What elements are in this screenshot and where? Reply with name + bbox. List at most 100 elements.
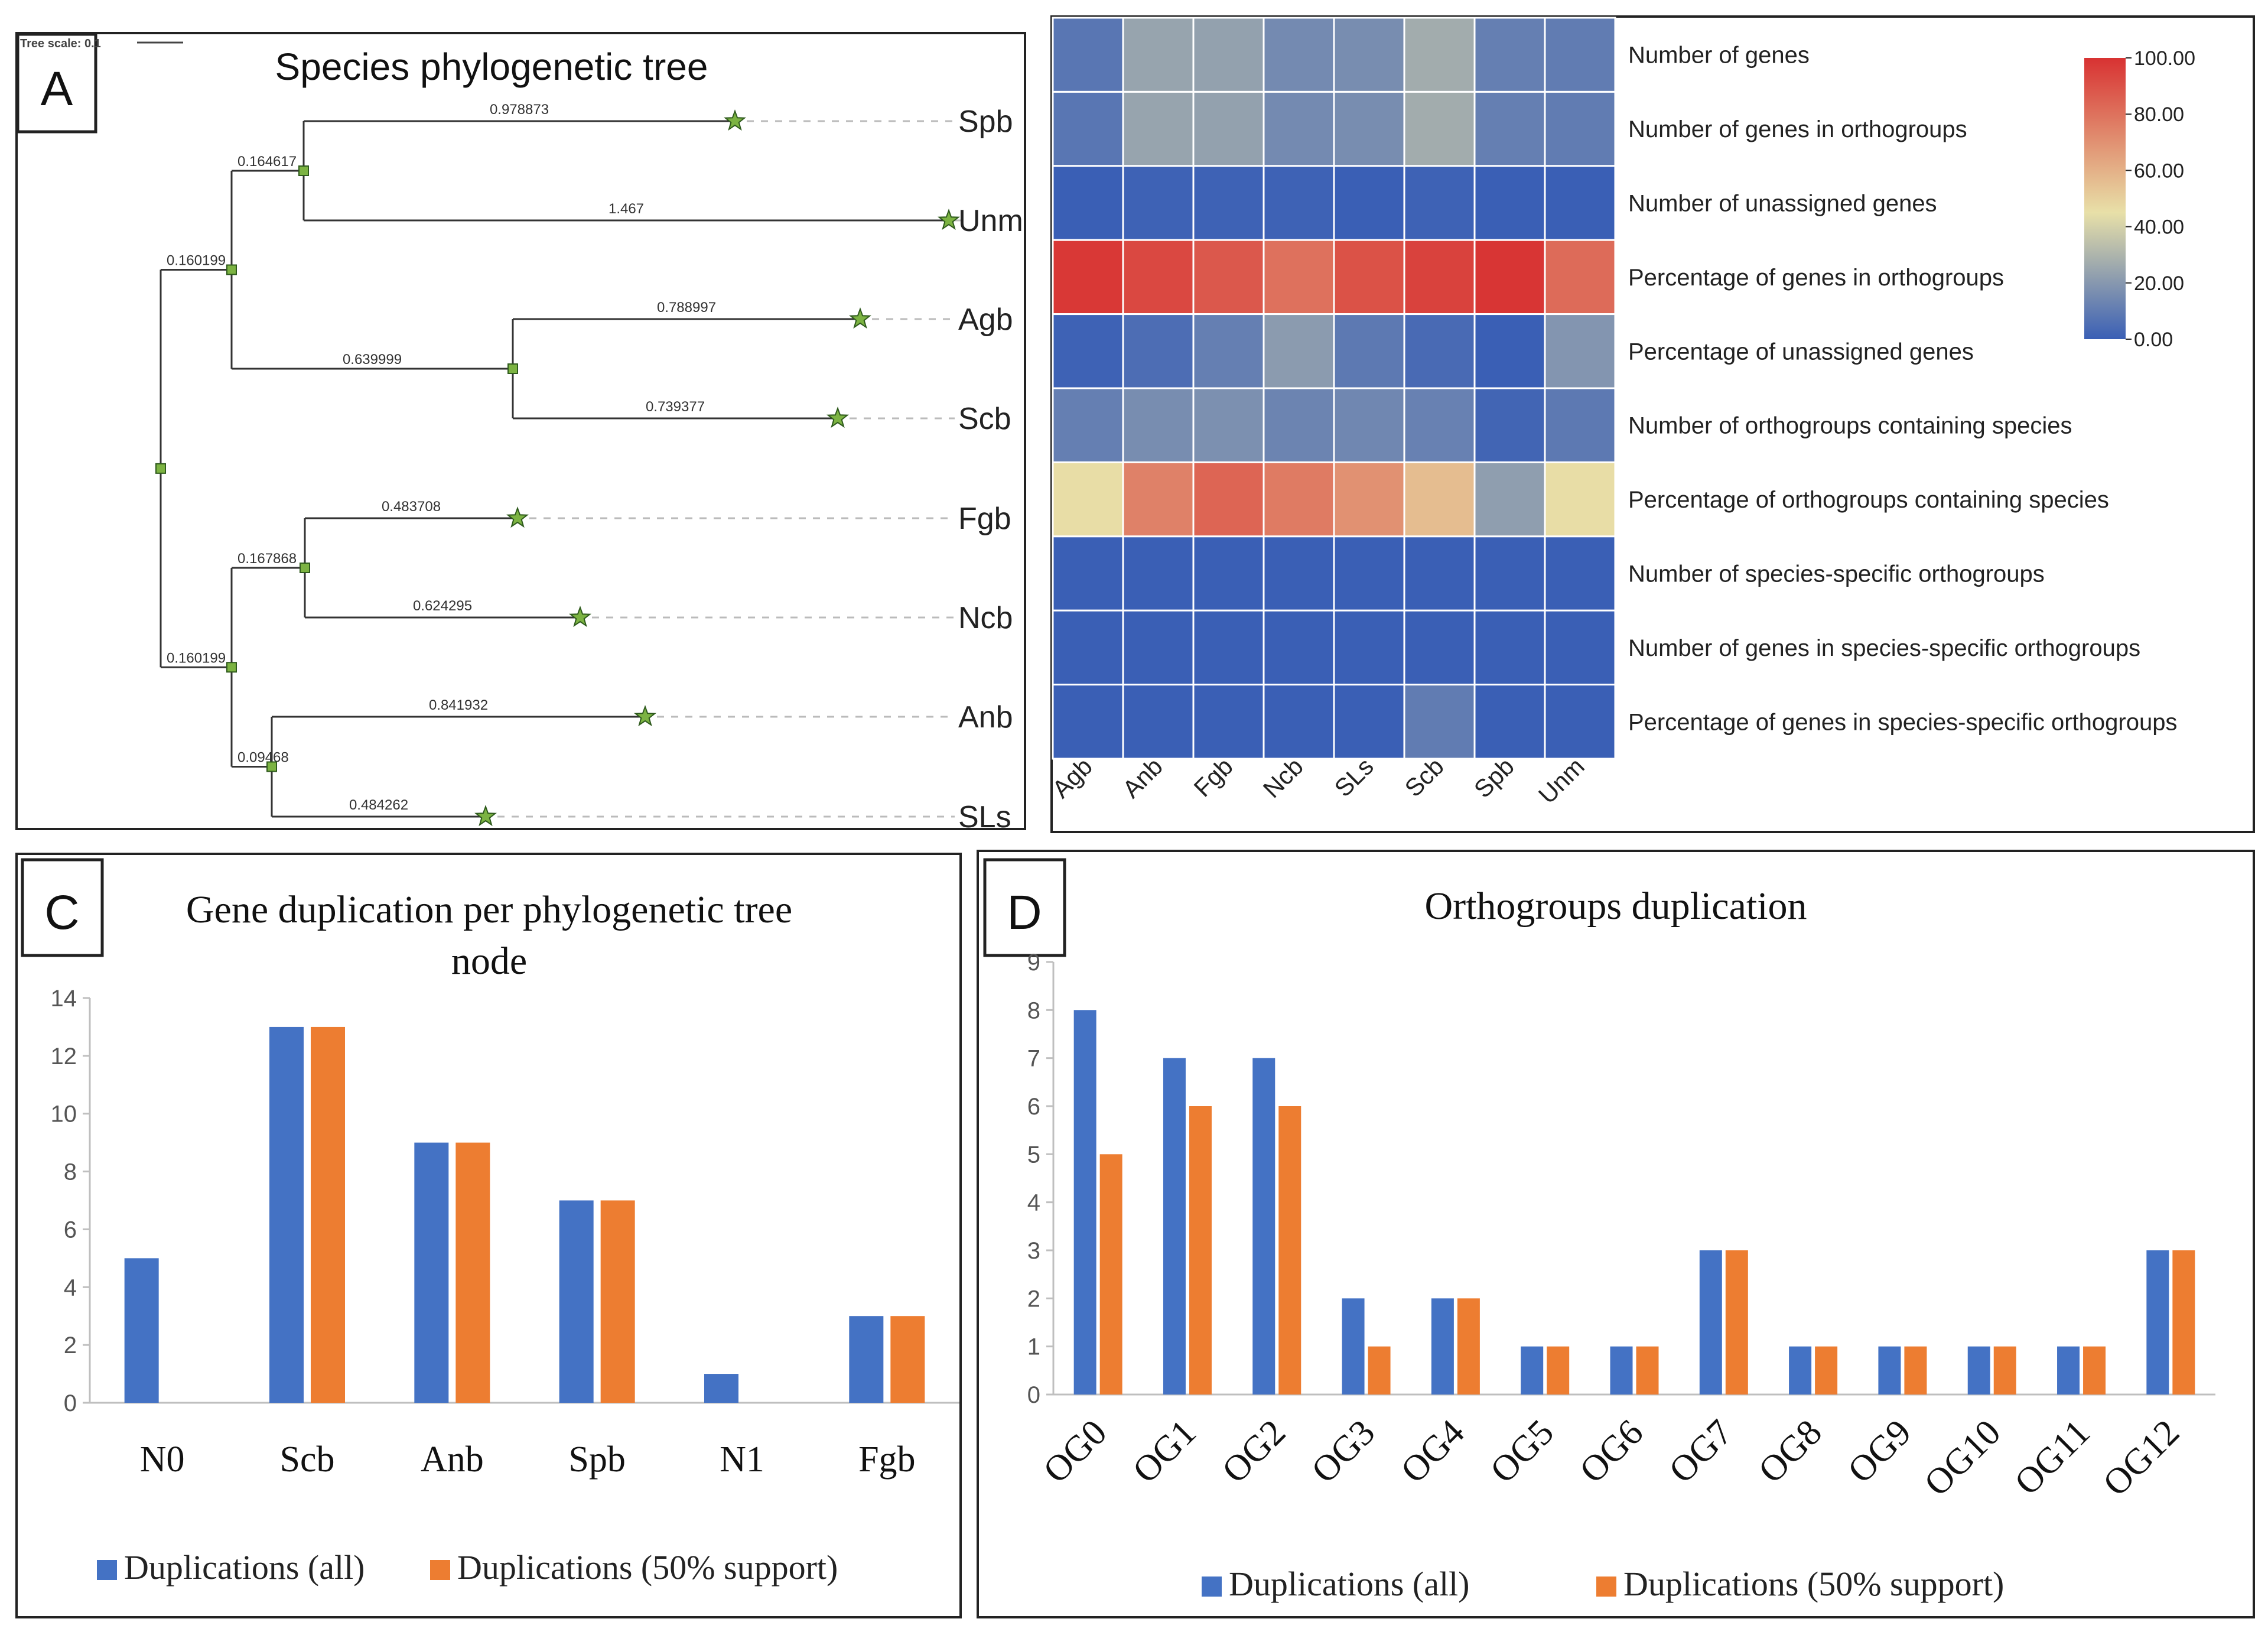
y-tick-label: 10 — [51, 1101, 77, 1127]
tree-branch-length-label: 0.160199 — [167, 253, 226, 269]
bar-duplications-all — [1610, 1346, 1633, 1395]
tree-leaf-label: SLs — [958, 800, 1011, 834]
heatmap-cell — [1262, 313, 1335, 389]
phylogenetic-tree: 0.160199 0.160199 0.164617 0.639999 0.167868… — [155, 102, 1023, 834]
heatmap-colorbar — [2084, 58, 2126, 339]
bar-duplications-50-support — [1993, 1346, 2016, 1395]
bar-duplications-all — [1252, 1058, 1275, 1395]
heatmap: Number of genes Number of genes in orthog… — [1047, 17, 2195, 809]
y-tick-label: 8 — [1027, 997, 1040, 1023]
heatmap-cell — [1052, 609, 1124, 686]
y-tick-label: 9 — [1027, 950, 1040, 976]
tree-node-marker — [226, 662, 237, 673]
heatmap-cell — [1192, 90, 1265, 167]
colorbar-tick-label: 60.00 — [2134, 160, 2184, 182]
y-tick-label: 1 — [1027, 1334, 1040, 1360]
tree-branch-length-label: 0.164617 — [237, 154, 297, 170]
bar-duplications-all — [1967, 1346, 1990, 1395]
bar-duplications-50-support — [1368, 1346, 1391, 1395]
heatmap-cell — [1122, 461, 1195, 538]
bar-duplications-all — [2057, 1346, 2080, 1395]
heatmap-cell — [1544, 609, 1616, 686]
x-category-label: OG1 — [1125, 1412, 1204, 1491]
heatmap-cell — [1262, 609, 1335, 686]
x-category-label: OG9 — [1840, 1412, 1919, 1491]
panel-c-bar-chart: 0 2 4 6 8 10 12 14 N0 Scb Anb Spb N1 Fgb Duplications … — [51, 986, 959, 1587]
tree-leaf-star-icon — [938, 209, 960, 230]
bar-duplications-all — [2146, 1250, 2169, 1395]
heatmap-cell — [1544, 313, 1616, 389]
heatmap-cell — [1192, 17, 1265, 93]
heatmap-cell — [1403, 17, 1476, 93]
y-tick-label: 7 — [1027, 1046, 1040, 1072]
heatmap-cell — [1473, 535, 1546, 612]
legend-label: Duplications (50% support) — [457, 1548, 838, 1587]
x-category-label: OG12 — [2095, 1412, 2187, 1504]
legend-swatch — [1202, 1577, 1222, 1597]
heatmap-cell — [1544, 684, 1616, 760]
heatmap-row-label: Number of orthogroups containing species — [1628, 413, 2072, 439]
colorbar-tick-label: 40.00 — [2134, 216, 2184, 239]
x-category-label: Anb — [421, 1439, 484, 1480]
panel-c-title-line1: Gene duplication per phylogenetic tree — [186, 888, 792, 931]
heatmap-cell — [1333, 90, 1405, 167]
heatmap-cell — [1333, 684, 1405, 760]
heatmap-column-label: Anb — [1117, 752, 1168, 803]
heatmap-cell — [1403, 461, 1476, 538]
heatmap-cell — [1473, 387, 1546, 463]
tree-leaf-star-icon — [569, 606, 591, 628]
tree-leaf-star-icon — [724, 109, 746, 131]
x-category-label: N1 — [720, 1439, 764, 1480]
panel-d-letter: D — [983, 858, 1066, 957]
bar-duplications-all — [849, 1316, 884, 1403]
heatmap-column-label: Spb — [1469, 752, 1519, 803]
heatmap-cell — [1262, 461, 1335, 538]
heatmap-cell — [1333, 461, 1405, 538]
panel-d-title: Orthogroups duplication — [1424, 885, 1807, 928]
heatmap-cell — [1473, 609, 1546, 686]
heatmap-cell — [1052, 165, 1124, 241]
bar-duplications-all — [269, 1026, 304, 1403]
y-tick-label: 12 — [51, 1044, 77, 1070]
heatmap-cell — [1192, 313, 1265, 389]
heatmap-cell — [1403, 535, 1476, 612]
bar-duplications-all — [1878, 1346, 1901, 1395]
heatmap-cell — [1333, 387, 1405, 463]
heatmap-column-label: Ncb — [1258, 752, 1309, 803]
heatmap-cell — [1473, 17, 1546, 93]
heatmap-cell — [1122, 239, 1195, 316]
x-category-label: Fgb — [858, 1439, 915, 1480]
panel-d-bar-chart: 0 1 2 3 4 5 6 7 8 9 OG0 OG1 OG2 OG3 OG4 OG5 OG6 OG7 OG8 OG9… — [1027, 950, 2215, 1603]
heatmap-cell — [1192, 609, 1265, 686]
y-tick-label: 6 — [64, 1217, 77, 1243]
heatmap-cell — [1473, 684, 1546, 760]
heatmap-cell — [1333, 609, 1405, 686]
legend-label: Duplications (all) — [1229, 1565, 1470, 1603]
tree-leaf-label: Scb — [958, 402, 1011, 436]
tree-leaf-label: Unm — [958, 204, 1023, 238]
heatmap-column-label: Scb — [1399, 752, 1449, 802]
heatmap-cell — [1262, 17, 1335, 93]
heatmap-cell — [1262, 684, 1335, 760]
bar-duplications-50-support — [1457, 1298, 1480, 1395]
heatmap-cell — [1052, 387, 1124, 463]
tree-branch-length-label: 0.484262 — [349, 797, 408, 813]
bar-duplications-all — [1073, 1010, 1096, 1395]
heatmap-cell — [1192, 165, 1265, 241]
bar-duplications-50-support — [455, 1142, 490, 1403]
y-tick-label: 2 — [1027, 1286, 1040, 1312]
bar-duplications-50-support — [600, 1200, 635, 1403]
panel-a-letter: A — [16, 32, 97, 134]
colorbar-tick-label: 0.00 — [2134, 329, 2173, 351]
y-tick-label: 14 — [51, 986, 77, 1012]
y-tick-label: 5 — [1027, 1142, 1040, 1168]
heatmap-cell — [1052, 461, 1124, 538]
colorbar-tick-label: 80.00 — [2134, 103, 2184, 126]
heatmap-cell — [1473, 165, 1546, 241]
legend-swatch — [97, 1560, 117, 1580]
y-tick-label: 2 — [64, 1332, 77, 1358]
panel-c-letter: C — [21, 858, 104, 957]
heatmap-column-label: Unm — [1533, 752, 1590, 809]
heatmap-cell — [1544, 535, 1616, 612]
heatmap-cell — [1473, 461, 1546, 538]
